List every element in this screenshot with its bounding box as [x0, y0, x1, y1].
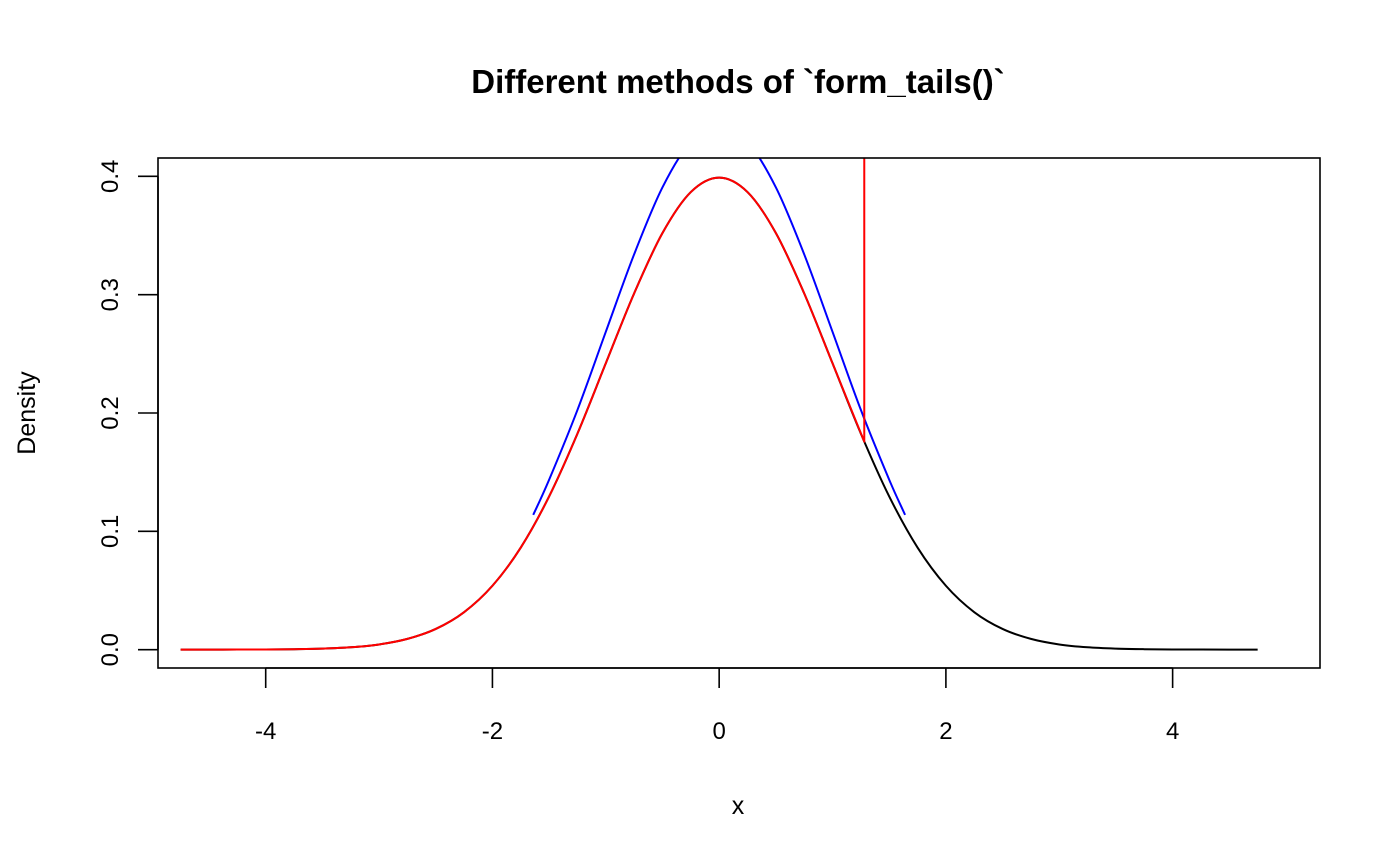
series-layer: [180, 158, 1258, 651]
x-tick-label: 4: [1166, 718, 1179, 745]
blue-density-curve: [532, 158, 906, 516]
y-tick-label: 0.4: [97, 160, 124, 193]
chart-title: Different methods of `form_tails()`: [471, 63, 1005, 100]
x-tick-label: -4: [255, 718, 276, 745]
plot-frame: [157, 157, 1321, 669]
y-axis: 0.0 0.1 0.2 0.3 0.4: [97, 160, 159, 666]
x-tick-label: -2: [482, 718, 503, 745]
black-density-curve: [180, 176, 1258, 651]
y-axis-label: Density: [13, 371, 41, 455]
x-tick-label: 2: [939, 718, 952, 745]
x-axis-label: x: [732, 792, 745, 820]
x-tick-label: 0: [712, 718, 725, 745]
x-axis: -4 -2 0 2 4: [255, 667, 1179, 745]
y-tick-label: 0.1: [97, 515, 124, 548]
y-tick-label: 0.3: [97, 278, 124, 311]
y-tick-label: 0.0: [97, 633, 124, 666]
y-tick-label: 0.2: [97, 396, 124, 429]
red-density-curve: [180, 158, 866, 651]
